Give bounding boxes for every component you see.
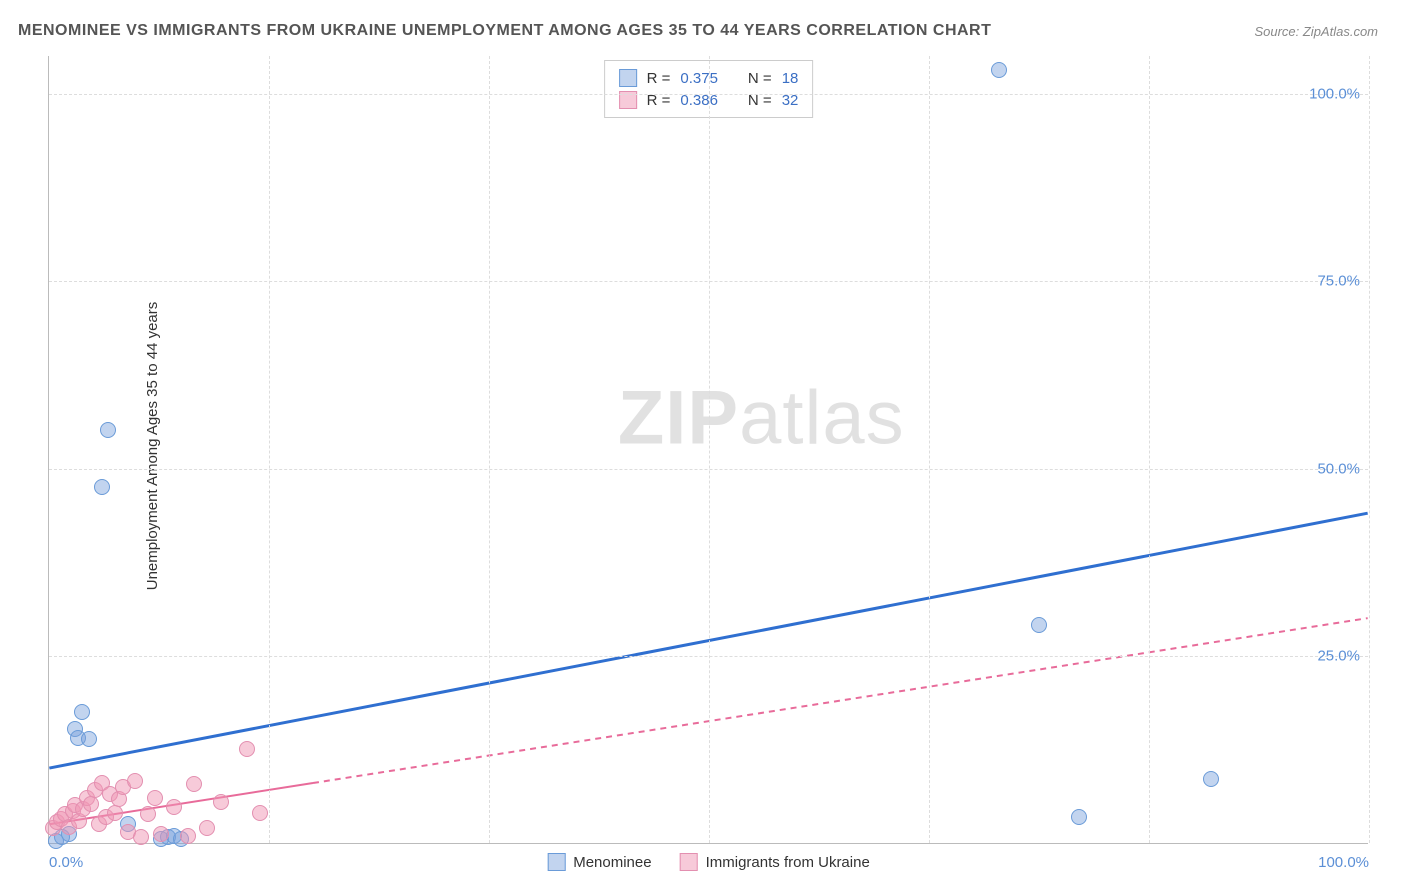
series-legend-label: Immigrants from Ukraine [706,854,870,871]
data-point [147,790,163,806]
data-point [127,773,143,789]
legend-swatch [547,853,565,871]
data-point [239,741,255,757]
n-value: 18 [782,70,799,87]
gridline-vertical [489,56,490,843]
x-tick-label: 0.0% [49,854,83,871]
chart-title: MENOMINEE VS IMMIGRANTS FROM UKRAINE UNE… [18,22,991,40]
data-point [213,794,229,810]
watermark-light: atlas [739,376,905,461]
gridline-vertical [269,56,270,843]
x-tick-label: 100.0% [1318,854,1369,871]
data-point [100,422,116,438]
gridline-vertical [1369,56,1370,843]
series-legend-label: Menominee [573,854,651,871]
y-tick-label: 50.0% [1317,460,1360,477]
source-attribution: Source: ZipAtlas.com [1254,24,1378,39]
data-point [133,829,149,845]
data-point [252,805,268,821]
data-point [199,820,215,836]
r-label: R = [647,70,671,87]
data-point [107,805,123,821]
y-tick-label: 75.0% [1317,273,1360,290]
series-legend-item: Menominee [547,853,651,871]
data-point [153,826,169,842]
data-point [81,731,97,747]
y-tick-label: 100.0% [1309,85,1360,102]
data-point [1203,771,1219,787]
gridline-vertical [1149,56,1150,843]
r-value: 0.375 [680,70,718,87]
data-point [140,806,156,822]
legend-swatch [619,69,637,87]
n-label: N = [748,70,772,87]
regression-line-dashed [313,618,1368,783]
data-point [74,704,90,720]
scatter-plot-area: ZIPatlas R =0.375N =18R =0.386N =32 Meno… [48,56,1368,844]
legend-swatch [680,853,698,871]
data-point [94,479,110,495]
data-point [1031,617,1047,633]
data-point [180,828,196,844]
y-tick-label: 25.0% [1317,648,1360,665]
data-point [83,796,99,812]
data-point [166,799,182,815]
series-legend: Menominee Immigrants from Ukraine [547,853,870,871]
data-point [186,776,202,792]
watermark-bold: ZIP [618,376,739,461]
data-point [991,62,1007,78]
gridline-vertical [929,56,930,843]
gridline-vertical [709,56,710,843]
watermark: ZIPatlas [618,375,905,462]
series-legend-item: Immigrants from Ukraine [680,853,870,871]
data-point [1071,809,1087,825]
